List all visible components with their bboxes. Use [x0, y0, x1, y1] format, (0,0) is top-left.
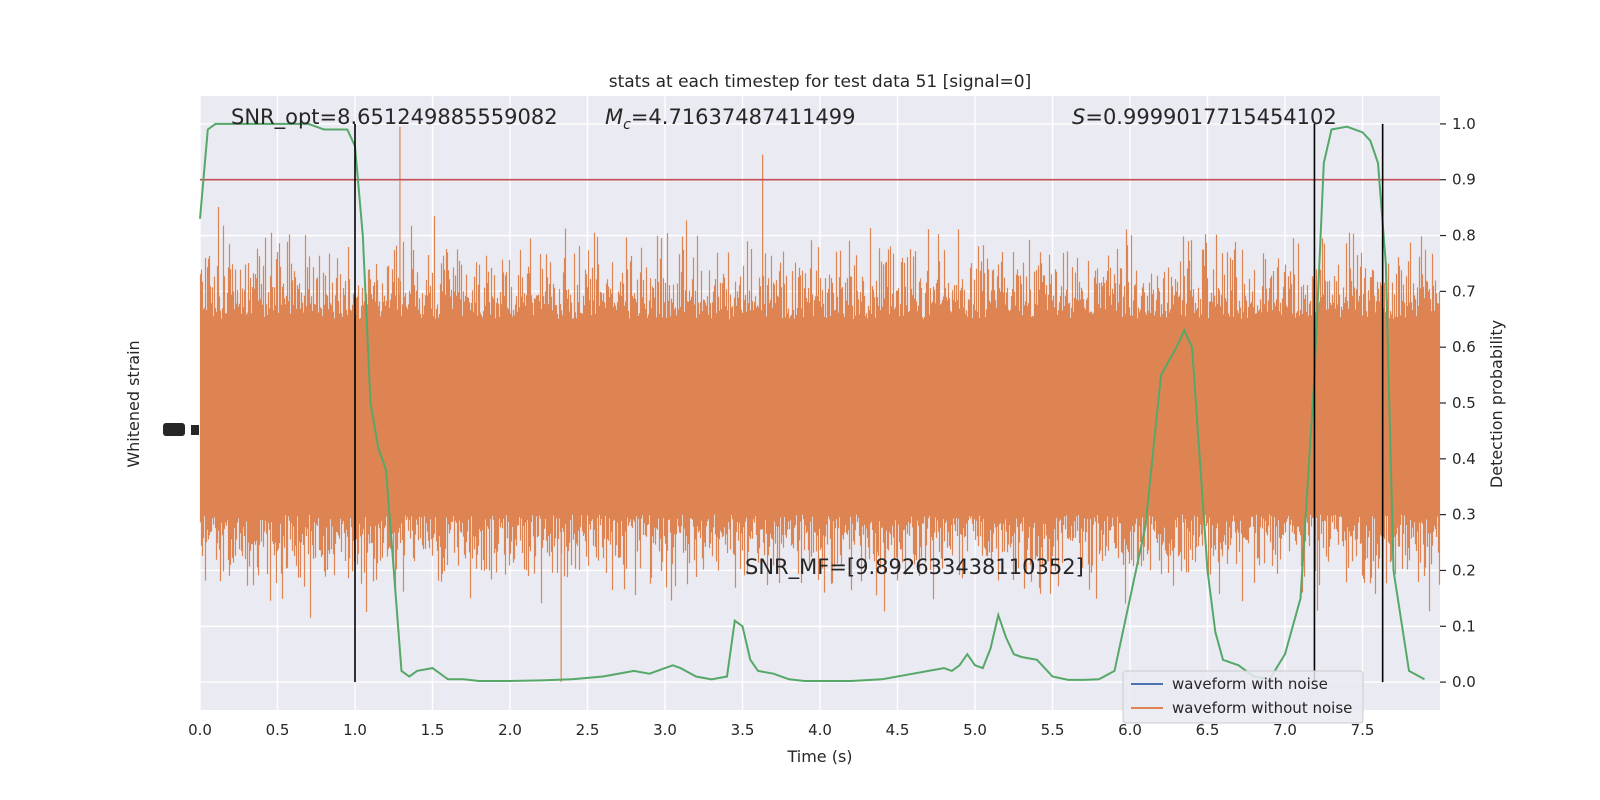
x-tick-label: 4.5: [886, 721, 910, 739]
y-axis-label-left: Whitened strain: [124, 340, 143, 467]
x-tick-label: 5.0: [963, 721, 987, 739]
y-tick-label: 0.2: [1452, 561, 1476, 579]
x-tick-label: 7.5: [1351, 721, 1375, 739]
x-tick-label: 5.5: [1041, 721, 1065, 739]
x-tick-label: 0.0: [188, 721, 212, 739]
x-tick-label: 3.5: [731, 721, 755, 739]
x-tick-label: 6.5: [1196, 721, 1220, 739]
snr-mf-annotation: SNR_MF=[9.892633438110352]: [745, 555, 1084, 580]
x-tick-label: 2.0: [498, 721, 522, 739]
y-tick-labels-right: 0.0 0.1 0.2 0.3 0.4 0.5 0.6 0.7 0.8 0.9 1.0: [1440, 115, 1476, 691]
chirp-mass-value: =4.71637487411499: [631, 105, 856, 129]
y-axis-label-right: Detection probability: [1487, 320, 1506, 488]
x-tick-label: 4.0: [808, 721, 832, 739]
left-axis-blob: [163, 423, 199, 436]
y-tick-label: 0.8: [1452, 227, 1476, 245]
y-tick-label: 0.3: [1452, 506, 1476, 524]
chart-title: stats at each timestep for test data 51 …: [609, 72, 1032, 92]
strain-trace-core: [200, 324, 1440, 504]
s-value: =0.9999017715454102: [1085, 105, 1336, 129]
x-tick-label: 6.0: [1118, 721, 1142, 739]
vertical-markers: [354, 123, 1384, 683]
s-annotation: S=0.9999017715454102: [1072, 105, 1337, 129]
chirp-mass-symbol: M: [605, 105, 623, 129]
legend-label-with-noise: waveform with noise: [1172, 675, 1328, 693]
y-tick-label: 0.7: [1452, 282, 1476, 300]
y-tick-label: 0.1: [1452, 617, 1476, 635]
y-tick-label: 0.9: [1452, 171, 1476, 189]
y-tick-label: 0.4: [1452, 450, 1476, 468]
y-tick-label: 1.0: [1452, 115, 1476, 133]
x-axis-label: Time (s): [786, 747, 852, 766]
x-tick-label: 7.0: [1273, 721, 1297, 739]
x-tick-label: 2.5: [576, 721, 600, 739]
whitened-strain-trace: [199, 126, 1441, 683]
chirp-mass-annotation: Mc=4.71637487411499: [605, 105, 856, 133]
x-tick-label: 1.5: [421, 721, 445, 739]
snr-opt-annotation: SNR_opt=8.651249885559082: [231, 105, 558, 130]
y-tick-label: 0.5: [1452, 394, 1476, 412]
x-tick-label: 1.0: [343, 721, 367, 739]
legend-box: [1122, 670, 1364, 724]
y-tick-label: 0.6: [1452, 338, 1476, 356]
s-symbol: S: [1072, 105, 1085, 129]
detection-probability-line: [199, 122, 1425, 682]
x-tick-labels: 0.0 0.5 1.0 1.5 2.0 2.5 3.0 3.5 4.0 4.5 5.0 5.5 6.0 6…: [188, 721, 1374, 739]
legend-label-without-noise: waveform without noise: [1172, 699, 1352, 717]
x-tick-label: 3.0: [653, 721, 677, 739]
x-tick-label: 0.5: [266, 721, 290, 739]
y-tick-label: 0.0: [1452, 673, 1476, 691]
chirp-mass-subscript: c: [623, 117, 631, 133]
legend: waveform with noise waveform without noi…: [1122, 670, 1364, 724]
